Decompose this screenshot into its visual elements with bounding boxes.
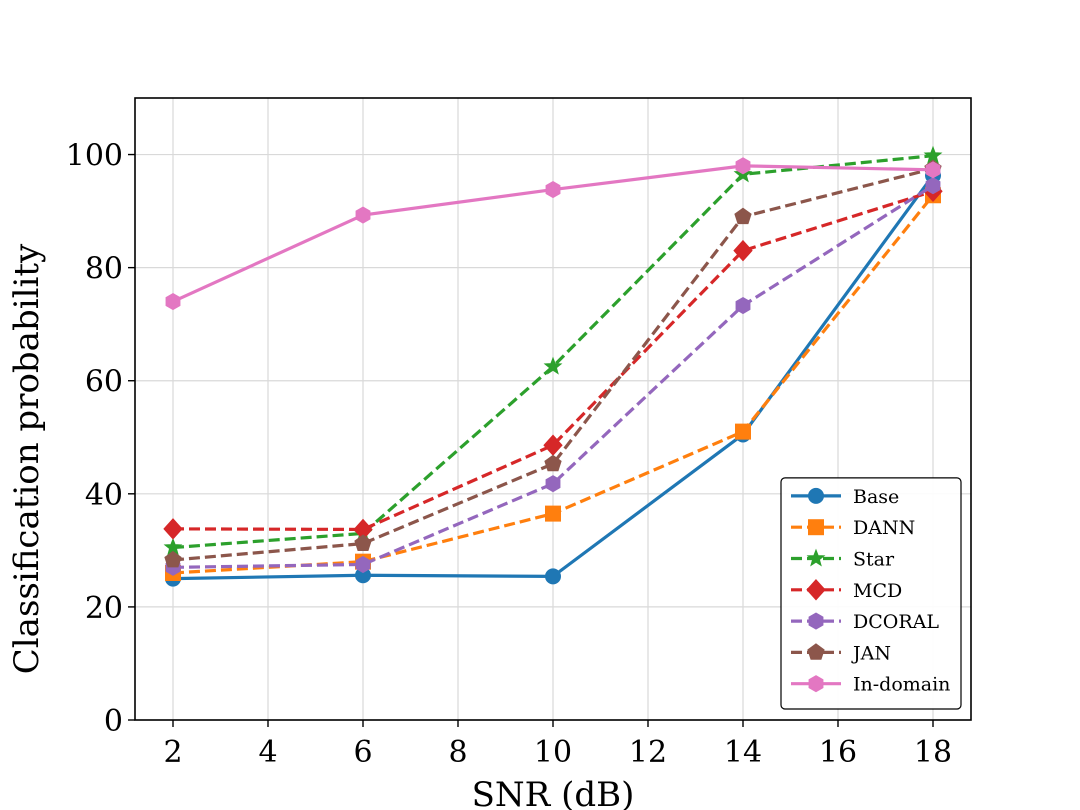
legend-item: Base	[791, 486, 899, 508]
legend-marker	[806, 579, 826, 601]
y-tick-label: 0	[104, 704, 123, 739]
legend-marker	[808, 487, 824, 504]
y-tick-label: 20	[85, 591, 123, 626]
legend-label: DCORAL	[853, 611, 939, 633]
series-in-domain	[165, 157, 941, 311]
data-point	[925, 177, 941, 195]
data-point	[923, 145, 943, 164]
legend-marker	[808, 675, 824, 693]
data-point	[543, 356, 563, 375]
y-axis-title: Classification probability	[7, 243, 47, 674]
x-tick-label: 14	[724, 735, 762, 770]
legend-label: Base	[853, 486, 899, 508]
data-point	[164, 550, 182, 568]
x-tick-label: 12	[629, 735, 667, 770]
data-point	[545, 475, 561, 493]
x-tick-label: 2	[163, 735, 182, 770]
y-tick-label: 100	[66, 139, 123, 174]
x-tick-label: 4	[258, 735, 277, 770]
data-point	[735, 296, 751, 315]
legend-item: DANN	[791, 517, 915, 539]
series-line-mcd	[172, 189, 934, 532]
legend: Base DANN Star MCD DCORAL JAN In-domain	[780, 477, 962, 710]
x-tick-label: 8	[448, 735, 467, 770]
legend-marker	[807, 643, 825, 660]
legend-label: Star	[853, 549, 895, 571]
x-tick-label: 6	[353, 735, 372, 770]
legend-marker	[806, 548, 826, 567]
series-line-jan	[172, 167, 934, 562]
legend-label: In-domain	[853, 674, 950, 696]
data-point	[163, 518, 183, 540]
y-tick-label: 40	[85, 478, 123, 513]
data-point	[545, 181, 561, 199]
data-point	[165, 292, 181, 311]
legend-label: JAN	[851, 642, 891, 664]
data-point	[925, 161, 941, 179]
legend-item: In-domain	[791, 674, 950, 696]
legend-item: Star	[791, 549, 895, 571]
data-point	[544, 454, 562, 472]
x-tick-label: 10	[534, 735, 572, 770]
legend-label: DANN	[853, 517, 915, 539]
data-point	[735, 157, 751, 175]
legend-item: JAN	[791, 642, 891, 664]
grid	[135, 98, 971, 721]
axis-ticks: 2 4 6 8 10 12 14 16 18 0 20 40 60 80 100	[66, 139, 952, 770]
legend-label: MCD	[853, 580, 902, 602]
legend-marker	[808, 612, 824, 630]
data-point	[734, 207, 752, 225]
data-point	[733, 239, 753, 262]
x-tick-label: 16	[819, 735, 857, 770]
legend-marker	[808, 519, 824, 536]
data-point	[545, 568, 561, 585]
x-axis-title: SNR (dB)	[472, 775, 635, 810]
data-point	[355, 555, 371, 574]
data-point	[735, 423, 751, 440]
y-tick-label: 60	[85, 365, 123, 400]
data-point	[354, 534, 372, 551]
y-tick-label: 80	[85, 252, 123, 287]
data-point	[355, 206, 371, 224]
series-layer	[163, 145, 943, 587]
legend-item: DCORAL	[791, 611, 939, 633]
data-point	[545, 505, 561, 522]
x-tick-label: 18	[914, 735, 952, 770]
legend-item: MCD	[791, 579, 902, 602]
